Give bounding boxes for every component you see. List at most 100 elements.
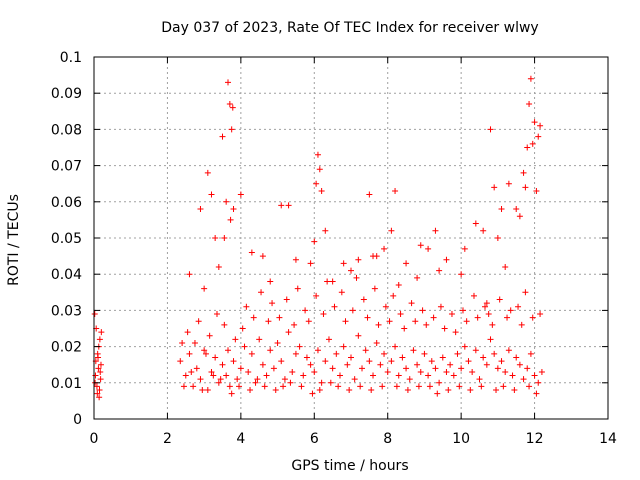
data-point <box>445 387 452 394</box>
data-point <box>412 318 419 325</box>
data-point <box>223 372 230 379</box>
data-point <box>94 390 101 397</box>
data-point <box>527 350 534 357</box>
data-point <box>496 296 503 303</box>
data-point <box>322 227 329 234</box>
data-point <box>193 365 200 372</box>
data-point <box>531 372 538 379</box>
data-point <box>186 350 193 357</box>
data-point <box>469 368 476 375</box>
data-point <box>381 245 388 252</box>
data-point <box>280 383 287 390</box>
data-point <box>225 79 232 86</box>
data-point <box>344 361 351 368</box>
data-point <box>177 358 184 365</box>
data-point <box>285 202 292 209</box>
data-point <box>93 383 100 390</box>
data-point <box>507 307 514 314</box>
data-point <box>537 122 544 129</box>
data-point <box>281 376 288 383</box>
data-point <box>379 383 386 390</box>
data-point <box>403 365 410 372</box>
data-point <box>425 245 432 252</box>
data-point <box>448 311 455 318</box>
data-point <box>237 365 244 372</box>
data-point <box>454 350 461 357</box>
data-point <box>204 169 211 176</box>
data-point <box>513 206 520 213</box>
data-point <box>98 329 105 336</box>
data-point <box>210 372 217 379</box>
data-point <box>230 358 237 365</box>
data-point <box>421 350 428 357</box>
data-point <box>202 350 209 357</box>
data-point <box>325 336 332 343</box>
data-point <box>355 332 362 339</box>
data-point <box>463 318 470 325</box>
data-point <box>184 329 191 336</box>
data-point <box>533 390 540 397</box>
data-point <box>443 368 450 375</box>
data-point <box>458 365 465 372</box>
data-point <box>252 379 259 386</box>
data-point <box>314 151 321 158</box>
data-point <box>92 372 99 379</box>
data-point <box>219 361 226 368</box>
data-point <box>340 260 347 267</box>
data-point <box>505 180 512 187</box>
data-point <box>274 339 281 346</box>
data-point <box>278 358 285 365</box>
data-point <box>322 358 329 365</box>
data-point <box>180 383 187 390</box>
data-point <box>215 263 222 270</box>
data-point <box>197 376 204 383</box>
data-point <box>338 289 345 296</box>
y-tick-label: 0.08 <box>51 122 82 138</box>
data-point <box>243 303 250 310</box>
data-point <box>392 187 399 194</box>
data-point <box>314 347 321 354</box>
data-point <box>450 372 457 379</box>
data-point <box>289 368 296 375</box>
data-point <box>229 104 236 111</box>
y-tick-label: 0.05 <box>51 231 82 247</box>
data-point <box>456 383 463 390</box>
data-point <box>472 220 479 227</box>
data-point <box>226 383 233 390</box>
data-point <box>259 361 266 368</box>
data-point <box>309 390 316 397</box>
data-point <box>403 260 410 267</box>
data-point <box>342 318 349 325</box>
data-point <box>267 278 274 285</box>
data-point <box>478 383 485 390</box>
data-point <box>285 329 292 336</box>
data-point <box>417 242 424 249</box>
data-point <box>388 358 395 365</box>
data-point <box>291 321 298 328</box>
y-tick-label: 0.1 <box>60 50 82 66</box>
data-point <box>467 387 474 394</box>
data-point <box>526 383 533 390</box>
data-point <box>359 365 366 372</box>
data-point <box>248 350 255 357</box>
data-point <box>393 383 400 390</box>
data-point <box>316 387 323 394</box>
data-point <box>370 372 377 379</box>
data-point <box>195 318 202 325</box>
data-point <box>340 343 347 350</box>
data-point <box>522 184 529 191</box>
data-point <box>452 329 459 336</box>
data-point <box>357 383 364 390</box>
data-point <box>432 227 439 234</box>
data-point <box>336 372 343 379</box>
data-point <box>502 368 509 375</box>
data-point <box>276 314 283 321</box>
data-point <box>236 383 243 390</box>
data-point <box>217 376 224 383</box>
data-point <box>515 303 522 310</box>
data-point <box>533 187 540 194</box>
data-point <box>535 133 542 140</box>
data-point <box>487 336 494 343</box>
data-point <box>509 372 516 379</box>
data-point <box>459 307 466 314</box>
